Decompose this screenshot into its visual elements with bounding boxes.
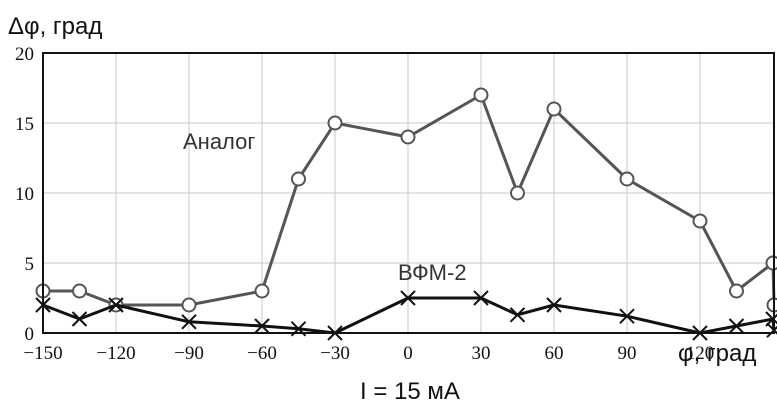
data-point-circle [400, 129, 416, 145]
chart-caption: I = 15 мА [360, 378, 460, 405]
data-point-x [400, 290, 416, 306]
series-label-vfm2: ВФМ-2 [398, 260, 467, 285]
grid [42, 52, 774, 334]
series-line-1 [42, 296, 776, 335]
data-point-circle [766, 297, 777, 313]
x-tick-labels: −150 −120 −90 −60 −30 0 30 60 90 120 [23, 343, 714, 364]
x-tick-label: −60 [247, 343, 277, 364]
data-point-x [181, 314, 197, 330]
y-tick-label: 20 [15, 44, 34, 65]
data-point-circle [728, 283, 744, 299]
data-point-x [71, 311, 88, 327]
data-point-circle [71, 283, 87, 299]
x-tick-label: 120 [686, 343, 715, 364]
x-tick-label: 30 [471, 343, 490, 364]
x-tick-label: −90 [174, 343, 204, 364]
data-point-circle [254, 283, 270, 299]
y-tick-label: 0 [25, 324, 35, 345]
data-point-circle [290, 171, 306, 187]
data-point-x [728, 318, 745, 334]
x-tick-label: −150 [23, 343, 62, 364]
data-point-x [546, 297, 562, 313]
data-point-circle [546, 101, 562, 117]
data-point-circle [765, 255, 777, 271]
x-tick-label: 60 [544, 343, 563, 364]
data-point-circle [619, 171, 635, 187]
data-point-circle [181, 297, 197, 313]
y-tick-label: 15 [15, 114, 34, 135]
data-point-x [108, 297, 124, 313]
x-tick-label: 90 [617, 343, 636, 364]
x-tick-label: 0 [403, 343, 413, 364]
x-axis-title: φ, град [678, 340, 756, 367]
y-tick-label: 5 [25, 254, 35, 275]
y-axis-title: Δφ, град [8, 13, 102, 40]
plot-frame [42, 52, 775, 334]
data-point-x [619, 308, 635, 324]
series-label-analog: Аналог [183, 129, 255, 154]
data-point-circle [473, 87, 489, 103]
data-point-x [473, 290, 489, 306]
x-tick-label: −30 [320, 343, 350, 364]
data-point-x [766, 322, 777, 338]
data-point-x [509, 307, 526, 323]
y-tick-label: 10 [15, 184, 34, 205]
data-point-circle [692, 213, 708, 229]
y-tick-labels: 0 5 10 15 20 [15, 44, 34, 345]
series-layer [35, 87, 777, 341]
series-line-0 [43, 93, 776, 307]
data-point-circle [327, 115, 343, 131]
x-tick-label: −120 [96, 343, 135, 364]
data-point-x [254, 318, 270, 334]
data-point-circle [509, 185, 525, 201]
